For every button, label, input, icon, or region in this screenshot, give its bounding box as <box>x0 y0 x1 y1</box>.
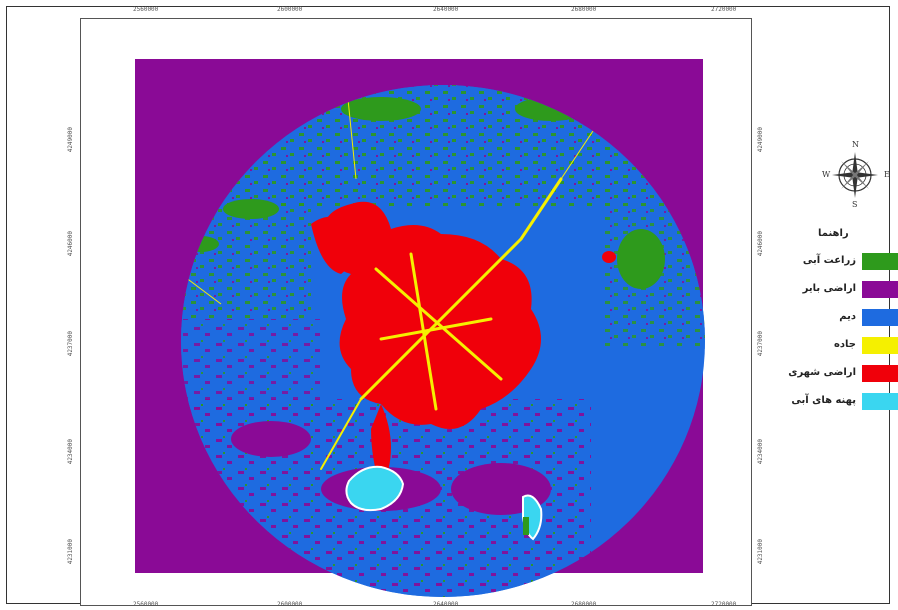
tick-label-bottom: 2600000 <box>277 601 303 608</box>
compass-north-label: N <box>852 140 859 149</box>
urban-patch-east <box>602 251 616 263</box>
compass-rose-icon: N S W E <box>820 140 890 210</box>
legend-label: جاده <box>834 339 856 350</box>
tick-label-left: 4231000 <box>67 539 74 565</box>
legend-swatch <box>862 309 898 326</box>
map-legend: N S W E راهنما زراعت آبی اراضی بایر دیم … <box>760 140 898 440</box>
legend-title: راهنما <box>818 228 849 239</box>
tick-label-right: 4231000 <box>757 539 764 565</box>
legend-swatch <box>862 337 898 354</box>
compass-east-label: E <box>884 170 890 179</box>
legend-swatch <box>862 365 898 382</box>
legend-item: زراعت آبی <box>760 252 898 272</box>
irrigated-patch <box>223 199 279 219</box>
irrigated-patch <box>341 97 421 121</box>
legend-item: اراضی بایر <box>760 280 898 300</box>
legend-label: اراضی شهری <box>788 367 856 378</box>
tick-label-top: 2640000 <box>433 6 459 13</box>
irrigated-patch-pond <box>523 517 529 535</box>
tick-label-left: 4237000 <box>67 331 74 357</box>
legend-item: اراضی شهری <box>760 364 898 384</box>
tick-label-left: 4234000 <box>67 439 74 465</box>
compass-south-label: S <box>852 200 858 209</box>
legend-item: دیم <box>760 308 898 328</box>
compass-west-label: W <box>822 170 831 179</box>
irrigated-patch <box>617 229 665 289</box>
tick-label-right: 4234000 <box>757 439 764 465</box>
barren-zone-southwest <box>181 319 321 409</box>
land-use-map <box>135 59 705 597</box>
water-body-lake <box>345 465 405 512</box>
legend-swatch <box>862 253 898 270</box>
tick-label-bottom: 2720000 <box>711 601 737 608</box>
tick-label-left: 4246000 <box>67 231 74 257</box>
tick-label-left: 4249000 <box>67 127 74 153</box>
tick-label-bottom: 2640000 <box>433 601 459 608</box>
legend-item: پهنه های آبی <box>760 392 898 412</box>
legend-swatch <box>862 393 898 410</box>
legend-label: دیم <box>839 311 856 322</box>
legend-label: زراعت آبی <box>802 255 856 266</box>
urban-patch-northwest <box>311 216 357 274</box>
urban-area <box>324 201 541 429</box>
map-frame: 2560000 2600000 2640000 2680000 2720000 … <box>67 6 764 608</box>
tick-label-top: 2720000 <box>711 6 737 13</box>
barren-patch <box>231 421 311 457</box>
legend-label: پهنه های آبی <box>791 395 856 406</box>
legend-swatch <box>862 281 898 298</box>
tick-label-top: 2600000 <box>277 6 303 13</box>
tick-label-top: 2560000 <box>133 6 159 13</box>
tick-label-top: 2680000 <box>571 6 597 13</box>
tick-label-bottom: 2560000 <box>133 601 159 608</box>
tick-label-bottom: 2680000 <box>571 601 597 608</box>
road-network <box>320 177 563 470</box>
legend-item: جاده <box>760 336 898 356</box>
legend-label: اراضی بایر <box>802 283 856 294</box>
